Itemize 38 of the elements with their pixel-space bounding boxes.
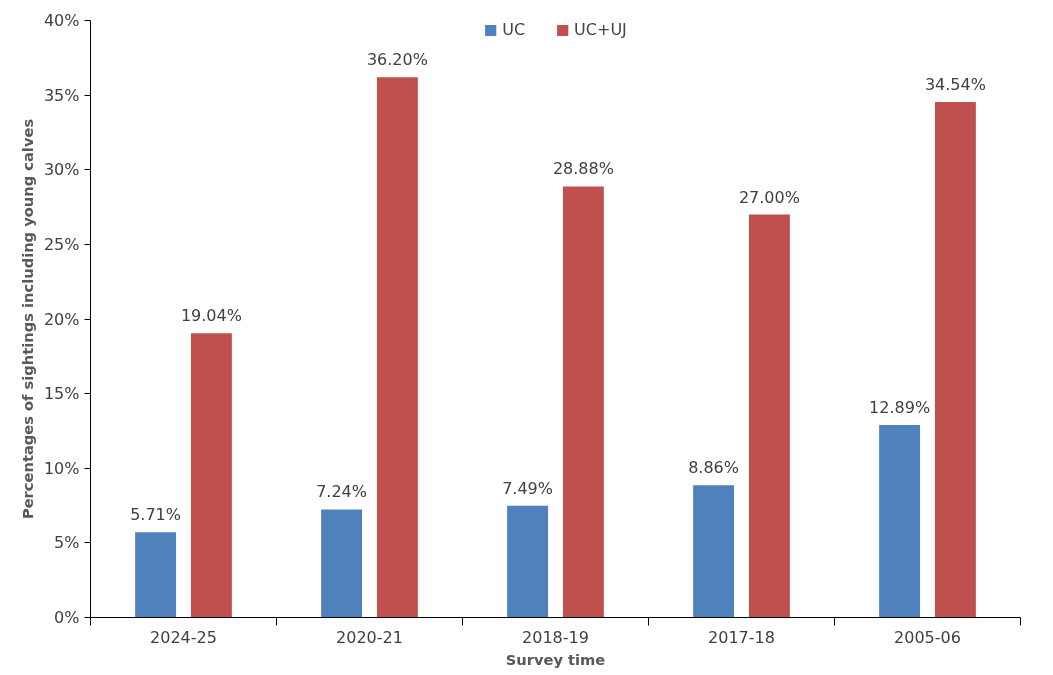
data-label: 8.86%: [688, 458, 740, 478]
y-tick-label: 10%: [43, 458, 80, 478]
data-label: 5.71%: [130, 505, 182, 525]
bar: [321, 509, 363, 618]
y-tick-label: 15%: [43, 384, 80, 404]
x-tick-label: 2005-06: [894, 627, 961, 647]
bar: [748, 214, 790, 618]
bar: [693, 485, 735, 618]
x-tick-label: 2020-21: [336, 627, 403, 647]
data-label: 7.49%: [502, 478, 554, 498]
bar: [934, 101, 976, 618]
bar: [376, 77, 418, 618]
x-tick-label: 2024-25: [150, 627, 217, 647]
data-label: 19.04%: [180, 306, 242, 326]
y-tick-label: 25%: [43, 234, 80, 254]
data-label: 27.00%: [738, 187, 800, 207]
y-tick-label: 30%: [43, 160, 80, 180]
data-label: 28.88%: [552, 159, 614, 179]
data-label: 34.54%: [924, 74, 986, 94]
legend-label: UC+UJ: [574, 20, 627, 39]
y-tick-label: 35%: [43, 85, 80, 105]
bar: [562, 186, 604, 618]
y-tick-label: 5%: [54, 533, 80, 553]
y-tick-label: 0%: [54, 608, 80, 627]
y-tick-label: 40%: [43, 11, 80, 30]
y-axis-title: Percentages of sightings including young calves: [18, 118, 36, 520]
bar: [135, 532, 177, 618]
bar: [507, 505, 549, 618]
bar: [879, 425, 921, 618]
x-tick-label: 2018-19: [522, 627, 589, 647]
legend-label: UC: [502, 20, 526, 39]
y-tick-label: 20%: [43, 309, 80, 329]
bar: [190, 333, 232, 618]
data-label: 7.24%: [316, 482, 368, 502]
x-axis-title: Survey time: [505, 650, 606, 668]
data-label: 36.20%: [366, 50, 428, 70]
data-label: 12.89%: [869, 398, 931, 418]
x-tick-label: 2017-18: [708, 627, 775, 647]
